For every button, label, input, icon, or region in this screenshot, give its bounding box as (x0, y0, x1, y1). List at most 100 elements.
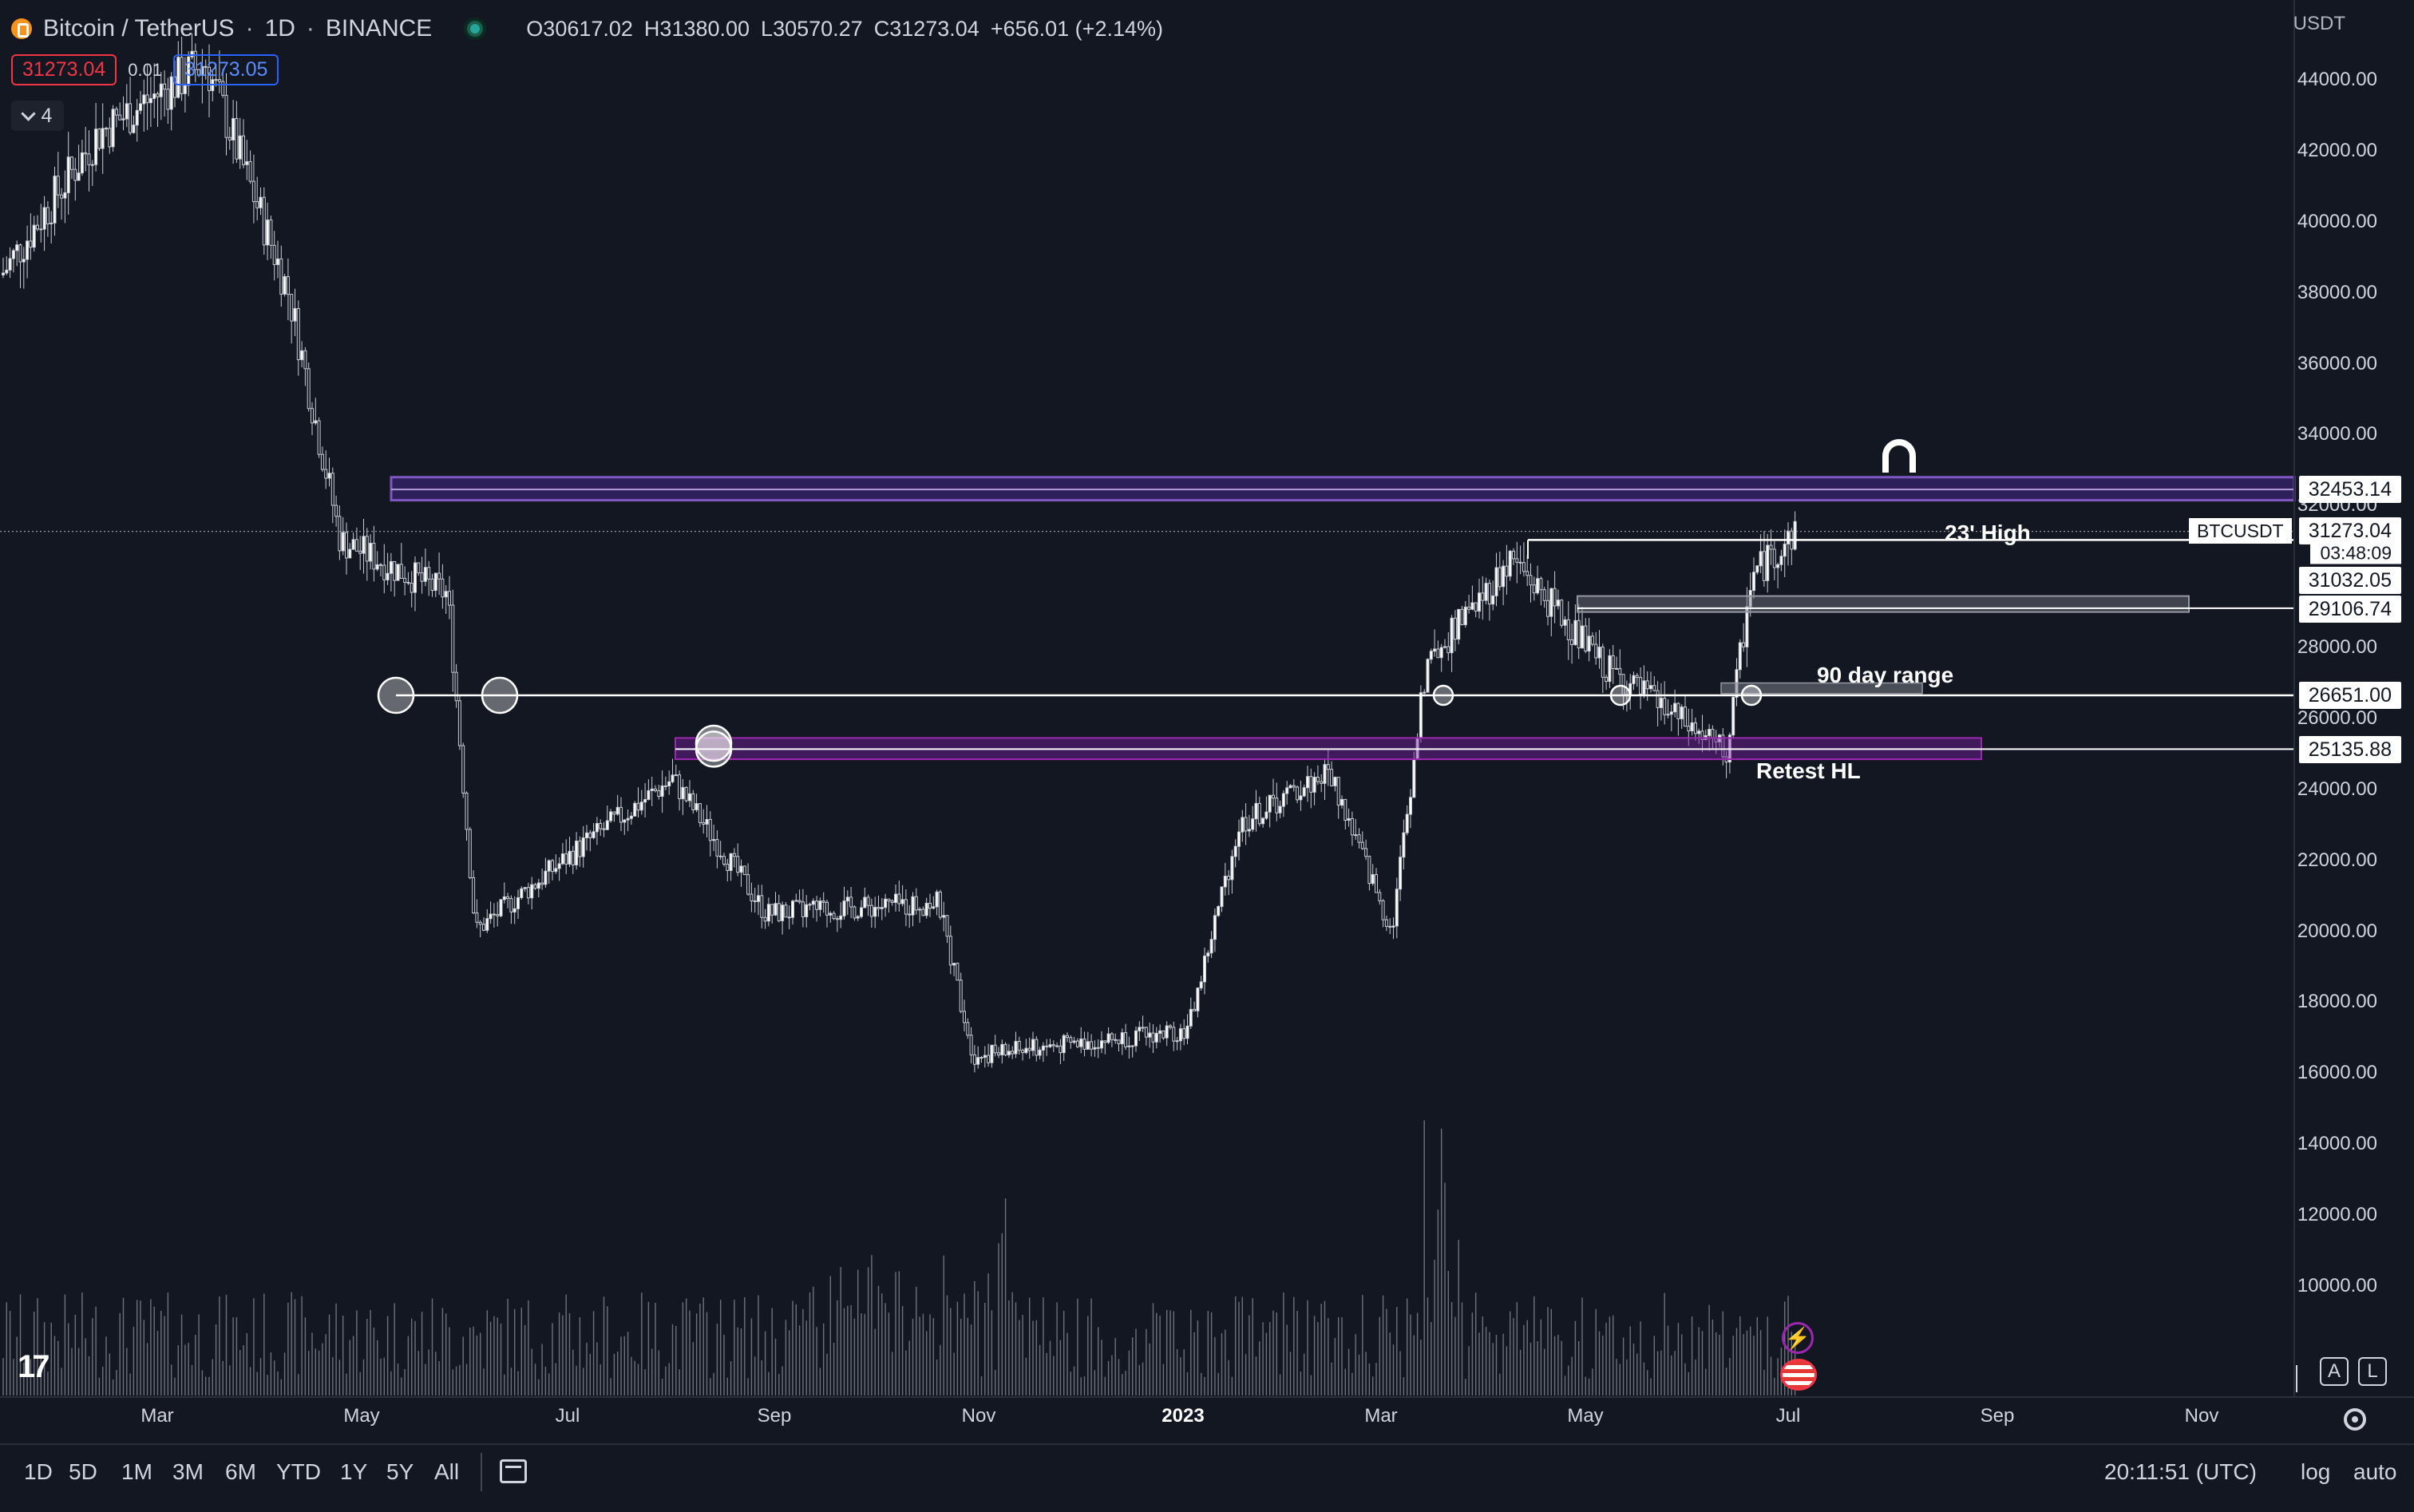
interval-label[interactable]: 1D (264, 15, 295, 42)
candle-body (979, 1057, 983, 1059)
candle-body (1309, 776, 1313, 793)
candle-body (290, 294, 294, 322)
price-label-upper-zone: 32453.14 (2298, 476, 2401, 503)
candle-body (200, 65, 204, 76)
candle-body (193, 50, 197, 70)
candle-body (918, 908, 922, 911)
chart-area[interactable] (0, 0, 2414, 1398)
annotation-retest-hl[interactable]: Retest HL (1756, 758, 1861, 783)
range-button-1y[interactable]: 1Y (340, 1459, 368, 1484)
candle-body (1264, 811, 1268, 819)
log-button[interactable]: log (2301, 1459, 2331, 1484)
candle-body (56, 176, 60, 196)
candle-body (718, 855, 722, 857)
candle-body (801, 901, 805, 917)
candle-body (423, 567, 427, 582)
currency-selector[interactable]: USDT (2293, 13, 2345, 34)
range-button-5y[interactable]: 5Y (386, 1459, 414, 1484)
auto-scale-a-button[interactable]: A (2320, 1357, 2349, 1386)
candle-body (1601, 647, 1605, 678)
range-button-5d[interactable]: 5D (69, 1459, 97, 1484)
candle-body (695, 803, 698, 810)
lightning-icon[interactable]: ⚡ (1782, 1322, 1814, 1354)
sell-button[interactable]: 31273.04 (11, 54, 117, 85)
candle-body (650, 788, 654, 791)
candle-body (369, 542, 373, 562)
candle-body (705, 818, 709, 825)
candle-body (1306, 776, 1309, 789)
magnet-icon[interactable] (1882, 439, 1916, 473)
candle-body (599, 822, 603, 829)
candle-body (1096, 1047, 1100, 1049)
candle-body (399, 564, 403, 579)
range-button-3m[interactable]: 3M (172, 1459, 204, 1484)
buy-button[interactable]: 31273.05 (173, 54, 279, 85)
candle-body (770, 904, 774, 916)
range-button-ytd[interactable]: YTD (276, 1459, 321, 1484)
price-tick: 24000.00 (2297, 778, 2377, 800)
candle-body (475, 912, 479, 923)
candle-body (139, 103, 142, 111)
candle-body (739, 865, 743, 873)
candle-body (1463, 606, 1467, 626)
market-status-icon[interactable] (464, 18, 487, 40)
auto-button[interactable]: auto (2353, 1459, 2397, 1484)
range-button-1d[interactable]: 1D (24, 1459, 53, 1484)
indicators-toggle-button[interactable]: 4 (11, 101, 64, 131)
candle-body (581, 837, 585, 857)
candle-body (1605, 676, 1609, 683)
range-button-6m[interactable]: 6M (225, 1459, 256, 1484)
candle-body (1563, 619, 1567, 626)
candle-body (557, 863, 561, 869)
candle-body (15, 244, 19, 251)
candle-body (952, 963, 956, 966)
range-button-1m[interactable]: 1M (121, 1459, 152, 1484)
candle-body (1381, 900, 1385, 920)
candle-body (1257, 802, 1261, 825)
candle-body (1687, 726, 1691, 732)
candle-body (1069, 1037, 1073, 1043)
candle-body (1357, 834, 1361, 843)
candle-body (1518, 561, 1522, 564)
candle-body (674, 774, 678, 777)
candle-body (1261, 817, 1265, 825)
symbol-legend[interactable]: Bitcoin / TetherUS · 1D · BINANCE O30617… (11, 11, 1163, 46)
symbol-title[interactable]: Bitcoin / TetherUS (43, 15, 235, 42)
candle-body (341, 532, 345, 552)
candle-body (1312, 777, 1316, 793)
candle-body (1487, 583, 1491, 605)
gear-icon[interactable] (2344, 1408, 2366, 1431)
annotation-23-high[interactable]: 23' High (1945, 520, 2031, 545)
candle-body (1336, 777, 1340, 806)
candle-body (592, 831, 596, 838)
candle-body (272, 244, 276, 265)
candle-body (396, 564, 400, 581)
candle-body (530, 884, 534, 899)
candle-body (245, 160, 249, 165)
candle-body (293, 308, 297, 322)
candle-body (815, 900, 819, 910)
candle-body (1581, 625, 1584, 649)
log-scale-l-button[interactable]: L (2358, 1357, 2387, 1386)
candle-body (354, 539, 358, 552)
high-label: H (643, 16, 660, 41)
candle-body (1783, 543, 1787, 557)
us-flag-event-icon[interactable] (1780, 1359, 1817, 1391)
candle-body (259, 196, 263, 208)
tradingview-logo[interactable]: 17 (18, 1349, 49, 1384)
candle-body (1027, 1047, 1031, 1051)
utc-clock[interactable]: 20:11:51 (UTC) (2104, 1459, 2257, 1484)
candle-body (948, 936, 952, 966)
annotation-90-day-range[interactable]: 90 day range (1817, 663, 1954, 687)
low-value: 30570.27 (773, 16, 863, 41)
candle-body (1505, 565, 1509, 577)
chevron-down-icon (20, 105, 36, 121)
candle-body (904, 899, 908, 915)
calendar-icon[interactable] (500, 1459, 527, 1483)
candle-body (492, 913, 496, 916)
candle-body (509, 898, 513, 912)
time-tick: Mar (140, 1405, 174, 1427)
candle-body (386, 572, 390, 580)
range-button-all[interactable]: All (434, 1459, 460, 1484)
